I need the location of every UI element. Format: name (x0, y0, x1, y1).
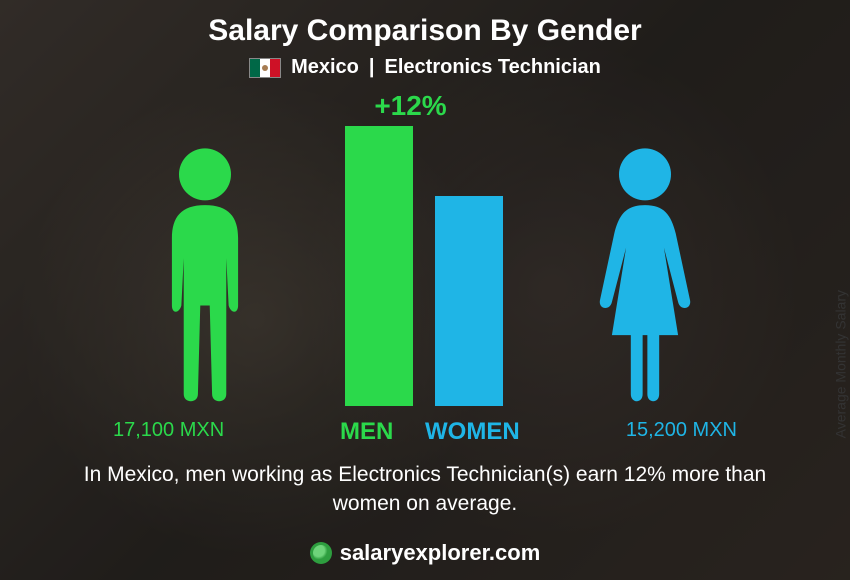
subtitle-row: Mexico | Electronics Technician (0, 56, 850, 79)
separator: | (369, 56, 375, 79)
male-figure-icon (145, 146, 265, 406)
men-label: MEN (340, 418, 393, 446)
content-layer: Salary Comparison By Gender Mexico | Ele… (0, 0, 850, 580)
y-axis-label: Average Monthly Salary (832, 290, 848, 438)
women-salary: 15,200 MXN (626, 419, 737, 442)
women-bar (435, 196, 503, 406)
footer: salaryexplorer.com (0, 540, 850, 566)
gender-chart: +12% MEN WOMEN 17,100 MXN 15,200 MXN (105, 86, 745, 446)
mexico-flag-icon (249, 58, 281, 78)
site-name: salaryexplorer.com (340, 540, 541, 566)
percentage-difference: +12% (374, 90, 446, 122)
men-bar (345, 126, 413, 406)
country-name: Mexico (291, 56, 359, 79)
women-label: WOMEN (425, 418, 520, 446)
female-figure-icon (585, 146, 705, 406)
job-title: Electronics Technician (385, 56, 601, 79)
logo-icon (310, 542, 332, 564)
men-salary: 17,100 MXN (113, 419, 224, 442)
description-text: In Mexico, men working as Electronics Te… (0, 461, 850, 518)
page-title: Salary Comparison By Gender (0, 0, 850, 48)
